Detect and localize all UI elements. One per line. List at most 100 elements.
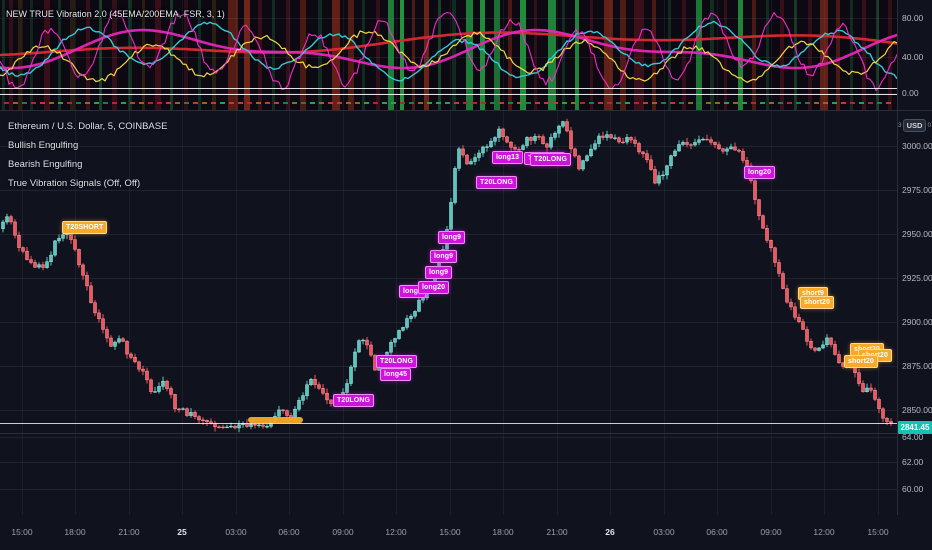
pane-separator[interactable] (0, 433, 932, 434)
signal-dash (445, 102, 450, 104)
indicator-legend-line[interactable]: True Vibration Signals (Off, Off) (8, 178, 141, 189)
time-tick: 25 (177, 527, 187, 537)
signal-dash (319, 102, 324, 104)
trade-signal-label: long20 (744, 166, 776, 179)
trade-signal-label: long9 (438, 231, 466, 244)
trade-signal-label: short20 (800, 296, 834, 309)
signal-stripe (888, 0, 892, 110)
trade-signal-label: long9 (425, 266, 453, 279)
time-axis[interactable]: 15:00 18:00 21:00 25 03:00 06:00 09:00 12:00 15:… (0, 515, 932, 550)
signal-dash (760, 102, 765, 104)
indicator-legend-line[interactable]: Bullish Engulfing (8, 140, 79, 151)
sub-pane-tick: 64.00 (902, 432, 924, 442)
signal-dash (679, 102, 684, 104)
signal-dash (436, 102, 441, 104)
time-tick: 09:00 (760, 527, 782, 537)
signal-dash (184, 102, 189, 104)
signal-dash (418, 102, 423, 104)
signal-dash (526, 102, 531, 104)
signal-dash (859, 102, 864, 104)
oscillator-wave (0, 31, 897, 57)
symbol-title[interactable]: Ethereum / U.S. Dollar, 5, COINBASE (8, 121, 168, 132)
signal-dash (778, 102, 783, 104)
current-price-label[interactable]: 2841.45 (898, 421, 932, 434)
signal-dash (832, 102, 837, 104)
oscillator-pane[interactable] (0, 0, 897, 110)
signal-dash (490, 102, 495, 104)
oscillator-tick: 80.00 (902, 13, 924, 23)
signal-stripe (184, 0, 188, 110)
signal-dash (805, 102, 810, 104)
signal-dash (580, 102, 585, 104)
signal-stripe (548, 0, 556, 110)
time-tick: 09:00 (332, 527, 354, 537)
signal-dash (841, 102, 846, 104)
gridline-h (0, 462, 897, 463)
signal-dash (355, 102, 360, 104)
trade-signal-label: T20LONG (476, 176, 517, 189)
gridline-v (182, 0, 183, 515)
signal-stripe (438, 0, 441, 110)
signal-stripe (388, 0, 394, 110)
pane-separator[interactable] (0, 110, 932, 111)
signal-dash (454, 102, 459, 104)
gridline-v (557, 0, 558, 515)
gridline-h (0, 366, 897, 367)
signal-stripe (634, 0, 644, 110)
signal-stripe (652, 0, 656, 110)
gridline-v (503, 0, 504, 515)
oscillator-level-line (0, 94, 897, 95)
signal-dash (625, 102, 630, 104)
sub-pane-tick: 60.00 (902, 484, 924, 494)
signal-stripe (258, 0, 262, 110)
chart-legend: Ethereum / U.S. Dollar, 5, COINBASE Bull… (8, 117, 167, 193)
time-tick: 21:00 (546, 527, 568, 537)
gridline-h (0, 410, 897, 411)
gridline-h (0, 93, 897, 94)
signal-dash (364, 102, 369, 104)
currency-toggle-button[interactable]: USD (902, 119, 927, 132)
trade-signal-label: short20 (844, 355, 878, 368)
gridline-h (0, 322, 897, 323)
signal-stripe (766, 0, 769, 110)
trade-signal-label: T20LONG (530, 153, 571, 166)
indicator-legend-line[interactable]: Bearish Engulfing (8, 159, 83, 170)
price-tick: 2875.00 (902, 361, 932, 371)
signal-dash (517, 102, 522, 104)
signal-dash (157, 102, 162, 104)
signal-dash (220, 102, 225, 104)
signal-dash (256, 102, 261, 104)
signal-dash (31, 102, 36, 104)
signal-stripe (112, 0, 117, 110)
trade-signal-label: long20 (418, 281, 450, 294)
gridline-h (0, 437, 897, 438)
signal-dash (553, 102, 558, 104)
signal-dash (166, 102, 171, 104)
signal-dash (292, 102, 297, 104)
signal-dash (103, 102, 108, 104)
signal-dash (40, 102, 45, 104)
signal-dash (202, 102, 207, 104)
signal-dash (670, 102, 675, 104)
signal-dash (616, 102, 621, 104)
oscillator-wave (0, 30, 897, 83)
oscillator-title: NEW TRUE Vibration 2.0 (45EMA/200EMA, FS… (6, 9, 225, 19)
signal-dash (409, 102, 414, 104)
signal-dash (589, 102, 594, 104)
signal-dash (130, 102, 135, 104)
time-tick: 21:00 (118, 527, 140, 537)
signal-dash (139, 102, 144, 104)
price-axis[interactable]: 3 USD 0 80.00 40.00 0.00 3000.00 2975.00 2950… (897, 0, 932, 515)
price-tick: 2900.00 (902, 317, 932, 327)
signal-stripe (142, 0, 145, 110)
signal-stripe (562, 0, 565, 110)
trade-signal-label: T20LONG (333, 394, 374, 407)
signal-dash (112, 102, 117, 104)
price-level-line[interactable] (0, 423, 897, 424)
signal-dash (823, 102, 828, 104)
signal-dash (733, 102, 738, 104)
signal-dash (850, 102, 855, 104)
signal-dash (121, 102, 126, 104)
time-tick: 18:00 (64, 527, 86, 537)
